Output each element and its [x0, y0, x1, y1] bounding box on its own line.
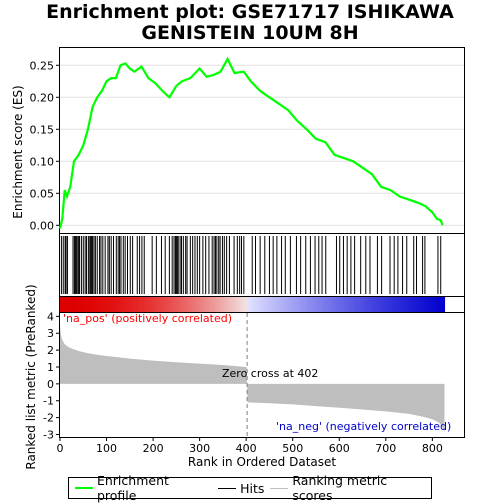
x-tick-label: 100: [96, 442, 117, 455]
legend: Enrichment profile Hits Ranking metric s…: [68, 477, 432, 499]
es-y-tick-label: 0.15: [30, 123, 55, 136]
color-bar-segment: [442, 297, 445, 312]
es-panel: [60, 48, 465, 234]
x-axis: 0 100 200 300 400 500 600 700 800: [57, 437, 443, 455]
metric-y-axis: -3 -2 -1 0 1 2 3 4: [43, 310, 60, 441]
es-y-tick-label: 0.25: [30, 59, 55, 72]
x-tick-label: 700: [375, 442, 396, 455]
es-y-tick-label: 0.00: [30, 219, 55, 232]
metric-swatch: [270, 488, 288, 489]
x-tick-label: 500: [282, 442, 303, 455]
metric-y-tick-label: 2: [47, 344, 54, 357]
metric-y-tick-label: -2: [43, 412, 54, 425]
es-y-tick-label: 0.05: [30, 187, 55, 200]
es-y-tick-label: 0.10: [30, 155, 55, 168]
metric-y-tick-label: 4: [47, 310, 54, 323]
x-tick-label: 800: [422, 442, 443, 455]
x-tick-label: 300: [189, 442, 210, 455]
hits-swatch: [218, 488, 236, 489]
positive-correlation-label: 'na_pos' (positively correlated): [63, 312, 232, 325]
negative-correlation-label: 'na_neg' (negatively correlated): [276, 420, 451, 433]
rank-color-bar: [60, 297, 445, 312]
x-tick-label: 600: [329, 442, 350, 455]
legend-item-enrichment: Enrichment profile: [75, 473, 212, 503]
es-y-tick-label: 0.20: [30, 91, 55, 104]
metric-y-tick-label: -1: [43, 395, 54, 408]
metric-y-tick-label: 1: [47, 361, 54, 374]
legend-item-hits: Hits: [218, 481, 264, 496]
legend-item-metric: Ranking metric scores: [270, 473, 431, 503]
hits-panel: [60, 234, 465, 297]
x-tick-label: 200: [143, 442, 164, 455]
enrichment-swatch: [75, 487, 93, 489]
legend-label-metric: Ranking metric scores: [292, 473, 431, 503]
es-y-axis: 0.00 0.05 0.10 0.15 0.20 0.25: [30, 59, 61, 232]
metric-y-tick-label: -3: [43, 428, 54, 441]
metric-y-tick-label: 0: [47, 378, 54, 391]
x-tick-label: 400: [236, 442, 257, 455]
x-tick-label: 0: [57, 442, 64, 455]
legend-label-enrichment: Enrichment profile: [97, 473, 212, 503]
es-y-axis-label: Enrichment score (ES): [11, 85, 25, 218]
zero-cross-annotation: Zero cross at 402: [222, 367, 318, 380]
metric-y-axis-label: Ranked list metric (PreRanked): [24, 284, 38, 469]
legend-label-hits: Hits: [240, 481, 264, 496]
metric-y-tick-label: 3: [47, 327, 54, 340]
x-axis-label: Rank in Ordered Dataset: [188, 455, 336, 469]
